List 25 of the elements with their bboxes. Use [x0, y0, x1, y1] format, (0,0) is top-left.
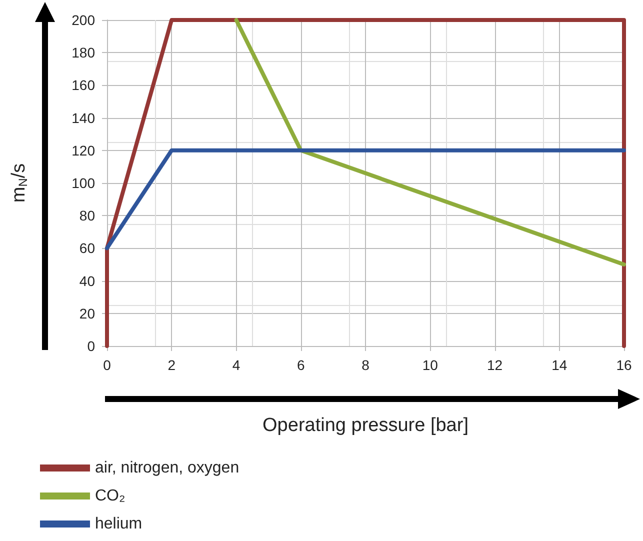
x-tick-label: 14 [552, 357, 568, 373]
x-tick-label: 6 [296, 357, 305, 373]
y-tick-label: 20 [79, 305, 96, 322]
y-tick-label: 40 [79, 272, 96, 289]
x-tick-label: 4 [232, 357, 240, 373]
x-tick-label: 16 [616, 357, 632, 373]
y-tick-label: 80 [79, 208, 96, 224]
y-tick-label: 60 [79, 240, 96, 256]
x-axis-title: Operating pressure [bar] [262, 415, 468, 436]
y-tick-label: 160 [72, 77, 96, 94]
y-tick-label: 120 [72, 142, 96, 158]
y-axis-title: mN/s [8, 163, 30, 203]
y-tick-label: 100 [72, 175, 96, 191]
legend-label: helium [95, 516, 142, 532]
x-tick-label: 2 [168, 357, 176, 373]
legend-label: air, nitrogen, oxygen [95, 460, 240, 476]
x-tick-label: 10 [422, 357, 438, 373]
y-tick-label: 200 [72, 12, 96, 28]
x-tick-label: 8 [362, 357, 370, 373]
x-tick-label: 12 [486, 357, 503, 373]
legend-label: CO₂ [95, 488, 126, 504]
x-tick-label: 0 [103, 357, 112, 373]
y-tick-label: 140 [72, 110, 96, 126]
y-tick-label: 0 [87, 338, 96, 354]
y-tick-label: 180 [72, 44, 96, 61]
